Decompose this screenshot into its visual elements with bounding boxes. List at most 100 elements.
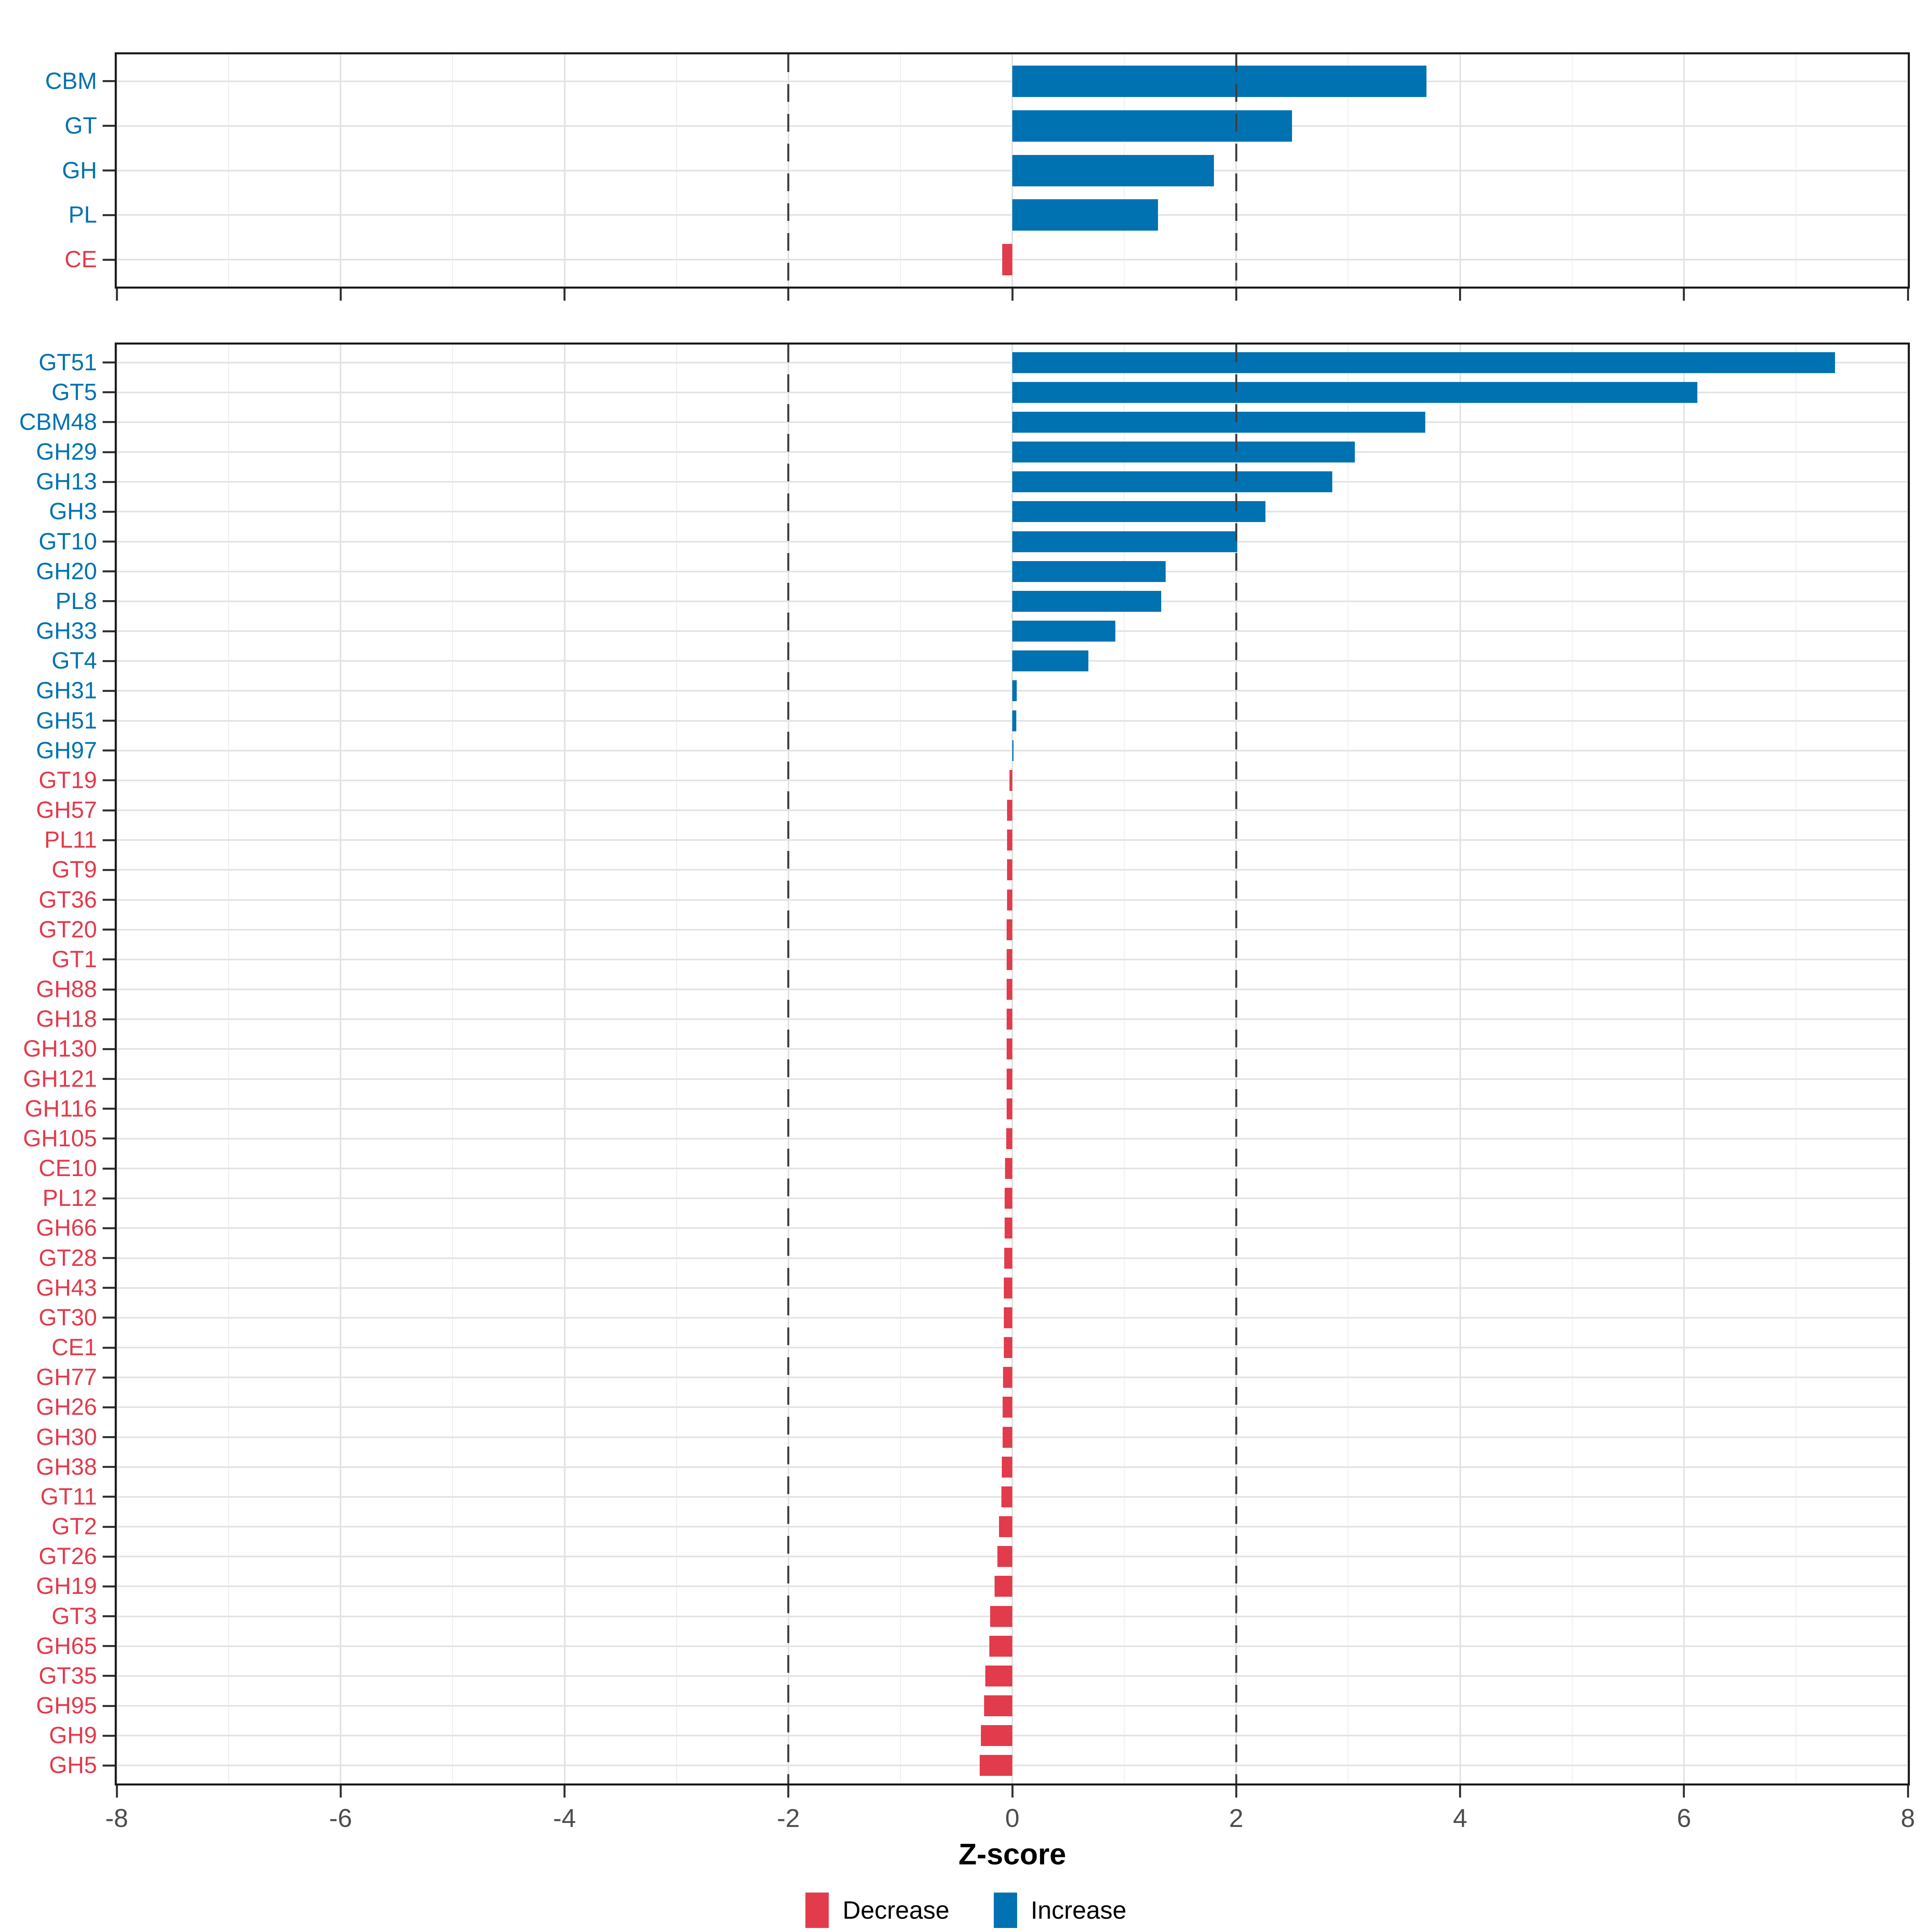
bar-GH30 [1002, 1426, 1012, 1448]
gridline-x-1 [1124, 345, 1125, 1783]
gridline-row [117, 1078, 1908, 1080]
x-tick [1907, 289, 1909, 301]
y-label-GH5: GH5 [49, 1752, 97, 1779]
guide-line-2 [1235, 54, 1237, 287]
bar-GH43 [1004, 1277, 1012, 1298]
y-tick [103, 1167, 115, 1170]
gridline-x-0 [1011, 345, 1013, 1783]
bar-GH116 [1006, 1098, 1012, 1119]
bar-GT1 [1007, 949, 1012, 970]
y-label-GT1: GT1 [52, 946, 97, 972]
bar-GH66 [1005, 1218, 1012, 1239]
bar-GH38 [1002, 1456, 1012, 1478]
y-label-GT19: GT19 [38, 767, 97, 793]
y-tick [103, 510, 115, 513]
gridline-x--3 [676, 345, 677, 1783]
bar-GH97 [1012, 740, 1014, 761]
y-tick [103, 630, 115, 632]
y-tick [103, 988, 115, 991]
y-label-GT: GT [64, 112, 97, 139]
bar-GH [1012, 155, 1214, 186]
x-tick-label--8: -8 [105, 1804, 128, 1833]
gridline-row [117, 809, 1908, 811]
y-label-GH9: GH9 [49, 1722, 97, 1749]
bar-PL12 [1005, 1188, 1012, 1209]
y-label-GH66: GH66 [36, 1215, 97, 1241]
gridline-row [117, 1675, 1908, 1677]
bar-GH19 [994, 1576, 1012, 1597]
y-label-GT2: GT2 [52, 1513, 97, 1540]
gridline-row [117, 1377, 1908, 1379]
bar-CBM [1012, 65, 1427, 97]
bar-GH105 [1006, 1128, 1012, 1149]
y-label-GT3: GT3 [52, 1603, 97, 1629]
guide-line--2 [787, 345, 790, 1783]
y-label-GH57: GH57 [36, 797, 97, 824]
y-label-PL: PL [68, 202, 97, 228]
x-tick [1011, 289, 1013, 301]
y-label-GH18: GH18 [36, 1006, 97, 1032]
y-tick [103, 1227, 115, 1229]
y-label-GH38: GH38 [36, 1453, 97, 1480]
bar-GT51 [1012, 352, 1835, 373]
y-label-GT5: GT5 [52, 379, 97, 405]
gridline-row [117, 899, 1908, 901]
x-tick [1907, 1785, 1909, 1798]
bar-GH77 [1003, 1367, 1012, 1388]
y-tick [103, 1585, 115, 1587]
bar-GH130 [1007, 1038, 1012, 1060]
y-label-PL12: PL12 [42, 1185, 97, 1212]
gridline-x-8 [1907, 345, 1908, 1783]
y-tick [103, 80, 115, 83]
gridline-row [117, 1018, 1908, 1020]
y-label-GT11: GT11 [40, 1483, 97, 1510]
guide-line-2 [1235, 345, 1237, 1783]
legend-item-decrease: Decrease [805, 1893, 949, 1928]
gridline-row [117, 1645, 1908, 1647]
y-label-GH121: GH121 [23, 1065, 97, 1092]
y-label-GH19: GH19 [36, 1573, 97, 1600]
x-tick [116, 1785, 118, 1798]
gridline-row [117, 1317, 1908, 1319]
y-tick [103, 1466, 115, 1468]
y-tick [103, 361, 115, 363]
gridline-row [117, 1436, 1908, 1438]
gridline-row [117, 1406, 1908, 1408]
y-tick [103, 169, 115, 171]
gridline-row [117, 1257, 1908, 1259]
y-tick [103, 1555, 115, 1558]
bar-GT2 [999, 1516, 1012, 1538]
y-label-GT10: GT10 [38, 528, 97, 555]
y-label-GH130: GH130 [23, 1036, 97, 1062]
y-label-CE1: CE1 [52, 1334, 97, 1361]
bar-PL8 [1012, 590, 1161, 612]
y-label-GH95: GH95 [36, 1693, 97, 1719]
y-tick [103, 214, 115, 216]
y-tick [103, 1734, 115, 1737]
y-tick [103, 929, 115, 931]
bar-GH5 [980, 1755, 1012, 1776]
y-label-GT51: GT51 [38, 349, 97, 376]
bar-GH95 [984, 1695, 1012, 1717]
bar-GT19 [1009, 770, 1012, 791]
bar-GT10 [1012, 531, 1238, 552]
gridline-row [117, 1108, 1908, 1110]
y-label-CE10: CE10 [38, 1155, 97, 1182]
y-label-GT35: GT35 [38, 1662, 97, 1689]
gridline-row [117, 1705, 1908, 1707]
bar-GH121 [1006, 1068, 1012, 1090]
y-label-GT26: GT26 [38, 1543, 97, 1570]
gridline-row [117, 989, 1908, 991]
gridline-x--4 [564, 345, 566, 1783]
gridline-row [117, 779, 1908, 781]
y-tick [103, 1137, 115, 1140]
x-tick [1011, 1785, 1013, 1798]
bar-GT26 [997, 1546, 1012, 1567]
decrease-swatch-icon [805, 1893, 829, 1928]
y-tick [103, 1525, 115, 1528]
y-label-GH116: GH116 [25, 1095, 97, 1122]
class-panel [115, 52, 1910, 289]
y-tick [103, 125, 115, 127]
y-label-GH31: GH31 [36, 677, 97, 704]
